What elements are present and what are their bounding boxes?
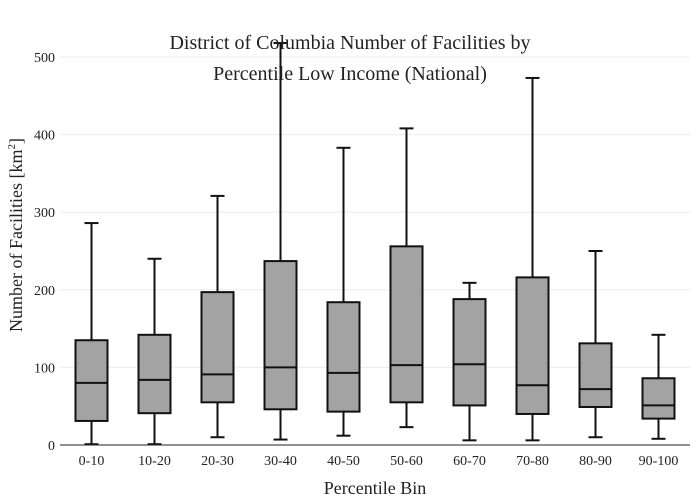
x-tick-label: 50-60 <box>390 454 423 469</box>
boxes <box>74 42 676 446</box>
chart-title-line-1: District of Columbia Number of Facilitie… <box>169 32 530 54</box>
box-50-60 <box>389 127 424 429</box>
x-tick-labels: 0-10 10-20 20-30 30-40 40-50 50-60 60-70 70-80 8… <box>79 454 679 469</box>
x-tick-label: 30-40 <box>264 454 297 469</box>
x-tick-label: 80-90 <box>579 454 612 469</box>
interquartile-box <box>263 260 298 411</box>
x-tick-label: 20-30 <box>201 454 234 469</box>
x-axis-title: Percentile Bin <box>324 478 426 498</box>
box-40-50 <box>326 146 361 437</box>
box-0-10 <box>74 222 109 446</box>
box-60-70 <box>452 281 487 442</box>
box-10-20 <box>137 257 172 446</box>
y-tick-label: 100 <box>34 361 55 376</box>
box-20-30 <box>200 194 235 439</box>
x-tick-label: 60-70 <box>453 454 486 469</box>
interquartile-box <box>389 245 424 404</box>
chart-title-line-2: Percentile Low Income (National) <box>213 63 487 85</box>
x-tick-label: 90-100 <box>639 454 679 469</box>
interquartile-box <box>578 342 613 408</box>
interquartile-box <box>452 298 487 407</box>
x-tick-label: 0-10 <box>79 454 105 469</box>
box-90-100 <box>641 333 676 440</box>
y-tick-label: 300 <box>34 206 55 221</box>
y-tick-label: 200 <box>34 284 55 299</box>
x-tick-label: 70-80 <box>516 454 549 469</box>
y-axis-title-superscript: 2 <box>6 144 18 150</box>
y-tick-label: 0 <box>48 439 55 454</box>
interquartile-box <box>326 301 361 413</box>
y-tick-label: 500 <box>34 51 55 66</box>
interquartile-box <box>200 291 235 404</box>
x-tick-label: 10-20 <box>138 454 171 469</box>
interquartile-box <box>641 377 676 420</box>
interquartile-box <box>74 339 109 422</box>
y-axis-title-close: ] <box>6 138 26 144</box>
box-80-90 <box>578 250 613 439</box>
x-tick-label: 40-50 <box>327 454 360 469</box>
interquartile-box <box>137 333 172 415</box>
interquartile-box <box>515 276 550 415</box>
box-70-80 <box>515 76 550 442</box>
box-30-40 <box>263 42 298 441</box>
y-axis-title: Number of Facilities [km2] <box>6 138 26 332</box>
y-axis-title-main: Number of Facilities [km <box>6 150 26 332</box>
y-tick-labels: 0 100 200 300 400 500 <box>34 51 55 454</box>
y-tick-label: 400 <box>34 129 55 144</box>
